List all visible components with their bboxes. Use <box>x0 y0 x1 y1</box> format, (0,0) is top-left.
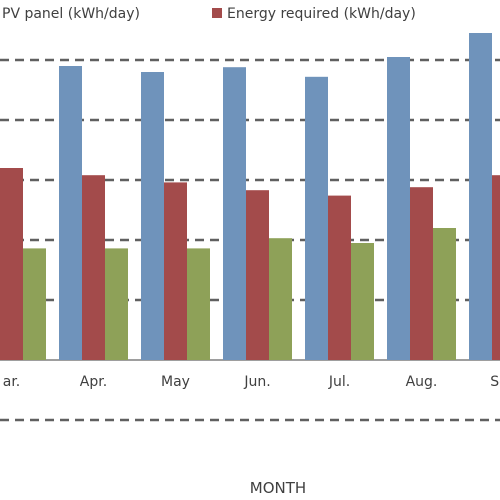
bar <box>223 67 246 360</box>
x-tick-label: ar. <box>3 374 21 390</box>
legend: PV panel (kWh/day) Energy required (kWh/d… <box>2 6 416 22</box>
x-tick-label: Jun. <box>243 374 270 390</box>
bar <box>0 168 23 360</box>
bar <box>269 238 292 360</box>
bar <box>246 190 269 360</box>
bar <box>410 187 433 360</box>
legend-label: PV panel (kWh/day) <box>2 6 140 22</box>
bar <box>105 248 128 360</box>
bar <box>187 248 210 360</box>
x-tick-label: May <box>161 374 190 390</box>
bar <box>59 66 82 360</box>
bar <box>305 76 328 361</box>
bar <box>351 243 374 360</box>
bar <box>82 175 105 360</box>
bars <box>0 33 500 361</box>
x-tick-label: Sep <box>490 374 500 390</box>
x-tick-label: Apr. <box>80 374 107 390</box>
bar <box>164 182 187 360</box>
bar <box>328 195 351 360</box>
legend-label: Energy required (kWh/day) <box>227 6 416 22</box>
x-tick-label: Aug. <box>406 374 438 390</box>
bar <box>492 175 500 360</box>
bar <box>387 57 410 360</box>
x-tick-label: Jul. <box>328 374 350 390</box>
x-axis-title: MONTH <box>250 479 306 497</box>
bar <box>433 228 456 360</box>
x-tick-labels: ar. Apr. May Jun. Jul. Aug. Sep <box>3 374 500 390</box>
bar <box>141 72 164 360</box>
legend-swatch <box>212 8 222 18</box>
bar <box>23 248 46 360</box>
bar <box>469 33 492 360</box>
